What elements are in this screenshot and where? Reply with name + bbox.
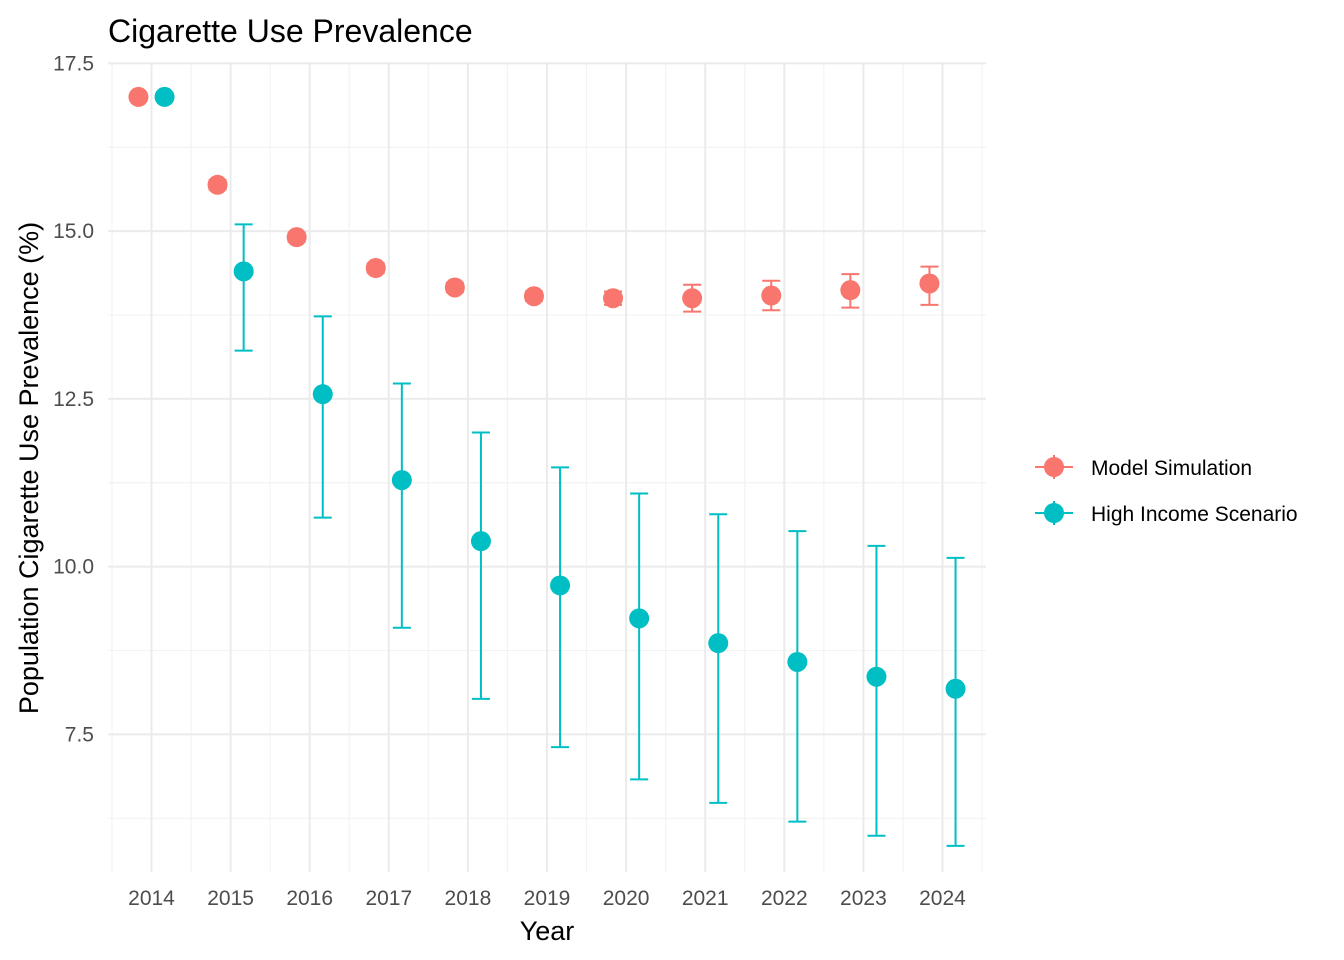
data-point — [629, 608, 650, 629]
legend-key-point — [1044, 503, 1064, 523]
data-point — [233, 261, 254, 282]
x-tick-label: 2014 — [128, 887, 175, 910]
x-tick-label: 2022 — [761, 887, 808, 910]
data-point — [919, 273, 940, 294]
data-point — [444, 277, 465, 298]
x-tick-label: 2018 — [445, 887, 492, 910]
plot-marks — [128, 86, 966, 847]
x-tick-label: 2021 — [682, 887, 729, 910]
x-tick-label: 2020 — [603, 887, 650, 910]
legend-label: High Income Scenario — [1091, 503, 1298, 526]
y-tick-label: 12.5 — [53, 388, 94, 411]
data-point — [286, 227, 307, 248]
data-point — [708, 633, 729, 654]
data-point — [470, 531, 491, 552]
y-axis-ticks: 7.5 10.0 12.5 15.0 17.5 — [53, 52, 94, 746]
data-point — [603, 288, 624, 309]
x-tick-label: 2019 — [524, 887, 571, 910]
x-tick-label: 2017 — [365, 887, 412, 910]
data-point — [682, 288, 703, 309]
series-1 — [154, 86, 966, 847]
plot-grid — [108, 62, 986, 872]
legend: Model Simulation High Income Scenario — [1035, 455, 1298, 526]
data-point — [154, 86, 175, 107]
legend-item: Model Simulation — [1035, 455, 1252, 480]
series-0 — [128, 86, 940, 313]
data-point — [312, 384, 333, 405]
x-axis-ticks: 2014 2015 2016 2017 2018 2019 2020 2021 2022 2023… — [128, 887, 966, 910]
legend-key-point — [1044, 457, 1064, 477]
legend-item: High Income Scenario — [1035, 501, 1298, 526]
x-tick-label: 2016 — [286, 887, 333, 910]
y-tick-label: 15.0 — [53, 220, 94, 243]
y-tick-label: 10.0 — [53, 556, 94, 579]
chart-title: Cigarette Use Prevalence — [108, 13, 473, 49]
data-point — [207, 174, 228, 195]
data-point — [550, 575, 571, 596]
data-point — [391, 470, 412, 491]
data-point — [761, 285, 782, 306]
data-point — [365, 258, 386, 279]
legend-label: Model Simulation — [1091, 457, 1252, 480]
data-point — [523, 286, 544, 307]
data-point — [945, 678, 966, 699]
x-tick-label: 2023 — [840, 887, 887, 910]
y-axis-title: Population Cigarette Use Prevalence (%) — [14, 222, 44, 714]
x-tick-label: 2024 — [919, 887, 966, 910]
data-point — [128, 86, 149, 107]
data-point — [866, 666, 887, 687]
y-tick-label: 17.5 — [53, 52, 94, 75]
x-tick-label: 2015 — [207, 887, 254, 910]
data-point — [840, 280, 861, 301]
x-axis-title: Year — [520, 916, 575, 946]
y-tick-label: 7.5 — [65, 723, 94, 746]
data-point — [787, 651, 808, 672]
